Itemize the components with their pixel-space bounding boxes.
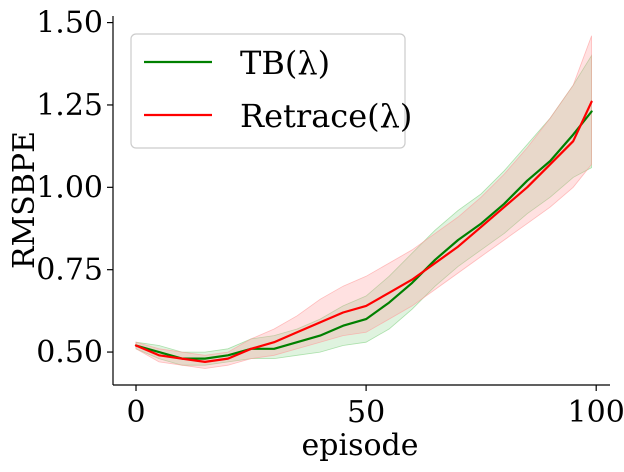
ticks: 0.50 0.75 1.00 1.25 1.50 0 50 100 [36, 6, 624, 430]
y-tick-label: 1.00 [36, 170, 103, 205]
legend: TB(λ) Retrace(λ) [130, 33, 412, 149]
y-tick-label: 0.50 [36, 335, 103, 370]
x-tick-label: 100 [568, 395, 624, 430]
legend-label-tb: TB(λ) [240, 44, 330, 82]
x-tick-label: 50 [347, 395, 385, 430]
legend-label-retrace: Retrace(λ) [240, 97, 412, 135]
x-tick-label: 0 [126, 395, 145, 430]
series-lines [134, 100, 593, 363]
y-tick-label: 1.25 [36, 88, 103, 123]
line-retrace [134, 100, 593, 363]
axes [112, 16, 610, 386]
band-retrace [135, 35, 592, 369]
y-tick-label: 0.75 [36, 253, 103, 288]
line-tb [134, 110, 593, 360]
x-axis-title: episode [302, 428, 419, 463]
y-axis-title: RMSBPE [7, 131, 42, 269]
y-tick-label: 1.50 [36, 6, 103, 41]
